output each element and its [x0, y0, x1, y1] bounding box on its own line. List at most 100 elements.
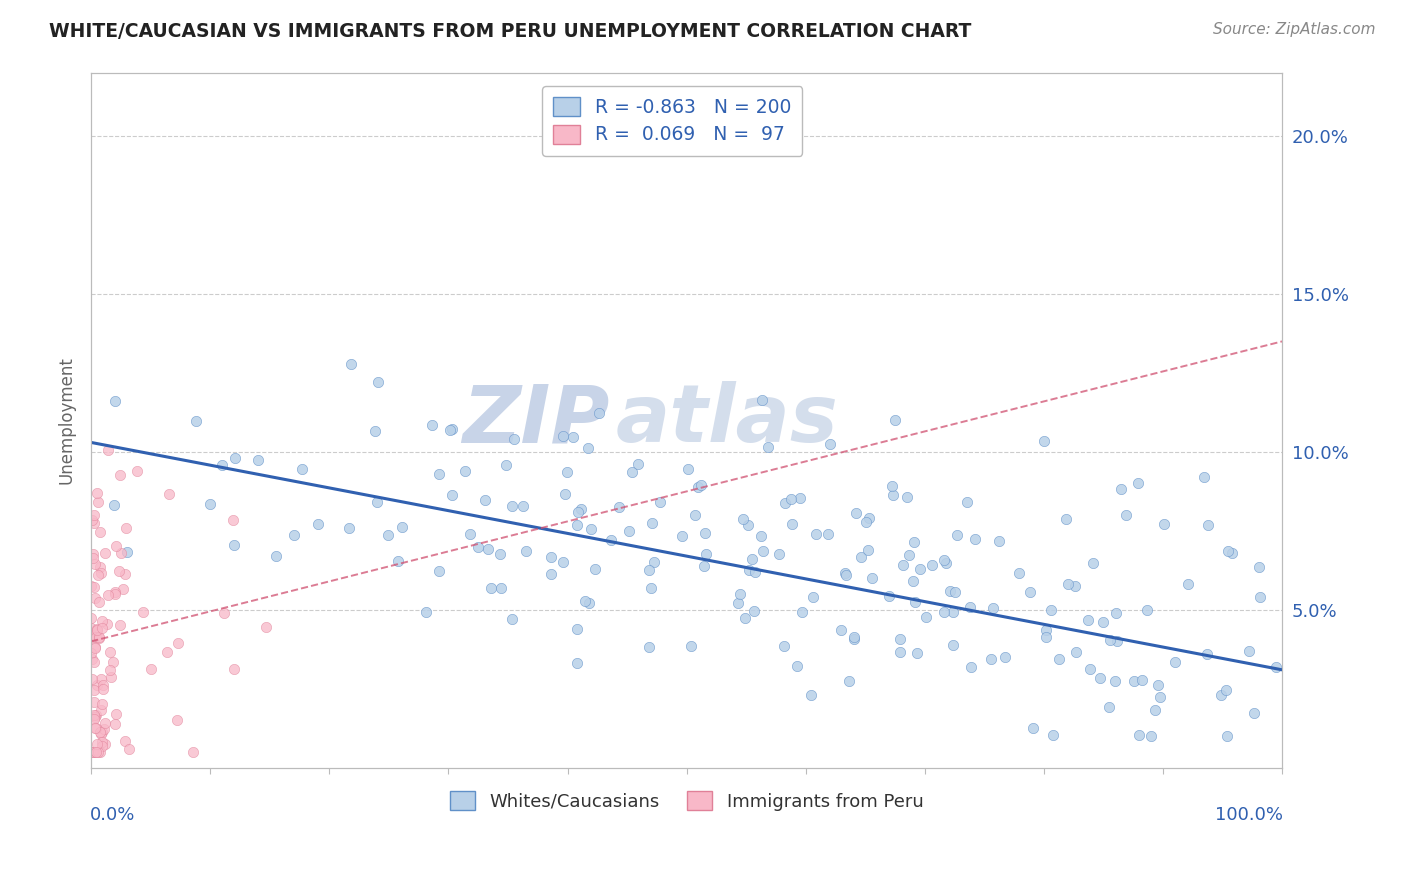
Point: [780, 517, 803, 532]
Point: [415, 605, 437, 619]
Point: [981, 600, 1004, 615]
Point: [488, 547, 510, 561]
Point: [1035, 630, 1057, 644]
Point: [1177, 577, 1199, 591]
Point: [115, 545, 138, 559]
Point: [132, 605, 155, 619]
Point: [91, 614, 114, 628]
Point: [1215, 729, 1237, 743]
Point: [104, 584, 127, 599]
Point: [87, 631, 110, 645]
Point: [83, 516, 105, 531]
Point: [562, 429, 585, 443]
Point: [427, 564, 450, 578]
Point: [773, 639, 796, 653]
Point: [82, 550, 104, 565]
Point: [540, 566, 562, 581]
Point: [82, 547, 104, 561]
Point: [567, 656, 589, 670]
Point: [693, 559, 716, 574]
Point: [1021, 721, 1043, 735]
Point: [91, 735, 114, 749]
Point: [97, 588, 120, 602]
Point: [467, 540, 489, 554]
Point: [818, 437, 841, 451]
Point: [110, 546, 132, 560]
Point: [643, 554, 665, 568]
Point: [891, 558, 914, 572]
Point: [458, 527, 481, 541]
Point: [307, 517, 329, 532]
Point: [495, 458, 517, 472]
Point: [579, 522, 602, 536]
Point: [800, 689, 823, 703]
Point: [638, 563, 661, 577]
Point: [1105, 606, 1128, 620]
Point: [90, 566, 112, 580]
Point: [882, 488, 904, 502]
Point: [114, 521, 136, 535]
Point: [82, 672, 104, 686]
Point: [114, 734, 136, 748]
Point: [440, 422, 463, 436]
Point: [80, 513, 103, 527]
Point: [730, 587, 752, 601]
Point: [108, 564, 131, 578]
Point: [84, 745, 107, 759]
Point: [638, 640, 661, 654]
Point: [588, 406, 610, 420]
Point: [695, 547, 717, 561]
Point: [844, 632, 866, 646]
Point: [751, 543, 773, 558]
Point: [914, 609, 936, 624]
Point: [83, 707, 105, 722]
Point: [884, 413, 907, 427]
Point: [775, 496, 797, 510]
Point: [80, 646, 103, 660]
Point: [956, 495, 979, 509]
Point: [1033, 434, 1056, 449]
Point: [80, 621, 103, 635]
Point: [679, 639, 702, 653]
Point: [254, 620, 277, 634]
Point: [98, 645, 121, 659]
Point: [1197, 647, 1219, 661]
Point: [501, 499, 523, 513]
Point: [212, 606, 235, 620]
Point: [946, 527, 969, 541]
Point: [364, 425, 387, 439]
Point: [89, 724, 111, 739]
Point: [1128, 728, 1150, 742]
Point: [835, 568, 858, 582]
Point: [934, 553, 956, 567]
Point: [1104, 674, 1126, 689]
Point: [224, 450, 246, 465]
Point: [80, 652, 103, 666]
Point: [959, 600, 981, 615]
Point: [943, 585, 966, 599]
Point: [751, 529, 773, 543]
Point: [786, 658, 808, 673]
Text: 100.0%: 100.0%: [1215, 805, 1284, 824]
Point: [89, 630, 111, 644]
Point: [80, 611, 103, 625]
Point: [1105, 633, 1128, 648]
Point: [621, 465, 644, 479]
Point: [903, 534, 925, 549]
Point: [453, 464, 475, 478]
Point: [211, 458, 233, 473]
Point: [834, 566, 856, 581]
Point: [540, 550, 562, 565]
Point: [387, 554, 409, 568]
Text: atlas: atlas: [616, 382, 838, 459]
Point: [838, 674, 860, 689]
Point: [889, 632, 911, 647]
Point: [939, 583, 962, 598]
Point: [83, 580, 105, 594]
Point: [830, 623, 852, 637]
Point: [744, 565, 766, 579]
Point: [1109, 482, 1132, 496]
Legend: Whites/Caucasians, Immigrants from Peru: Whites/Caucasians, Immigrants from Peru: [443, 784, 931, 818]
Point: [91, 621, 114, 635]
Point: [1192, 470, 1215, 484]
